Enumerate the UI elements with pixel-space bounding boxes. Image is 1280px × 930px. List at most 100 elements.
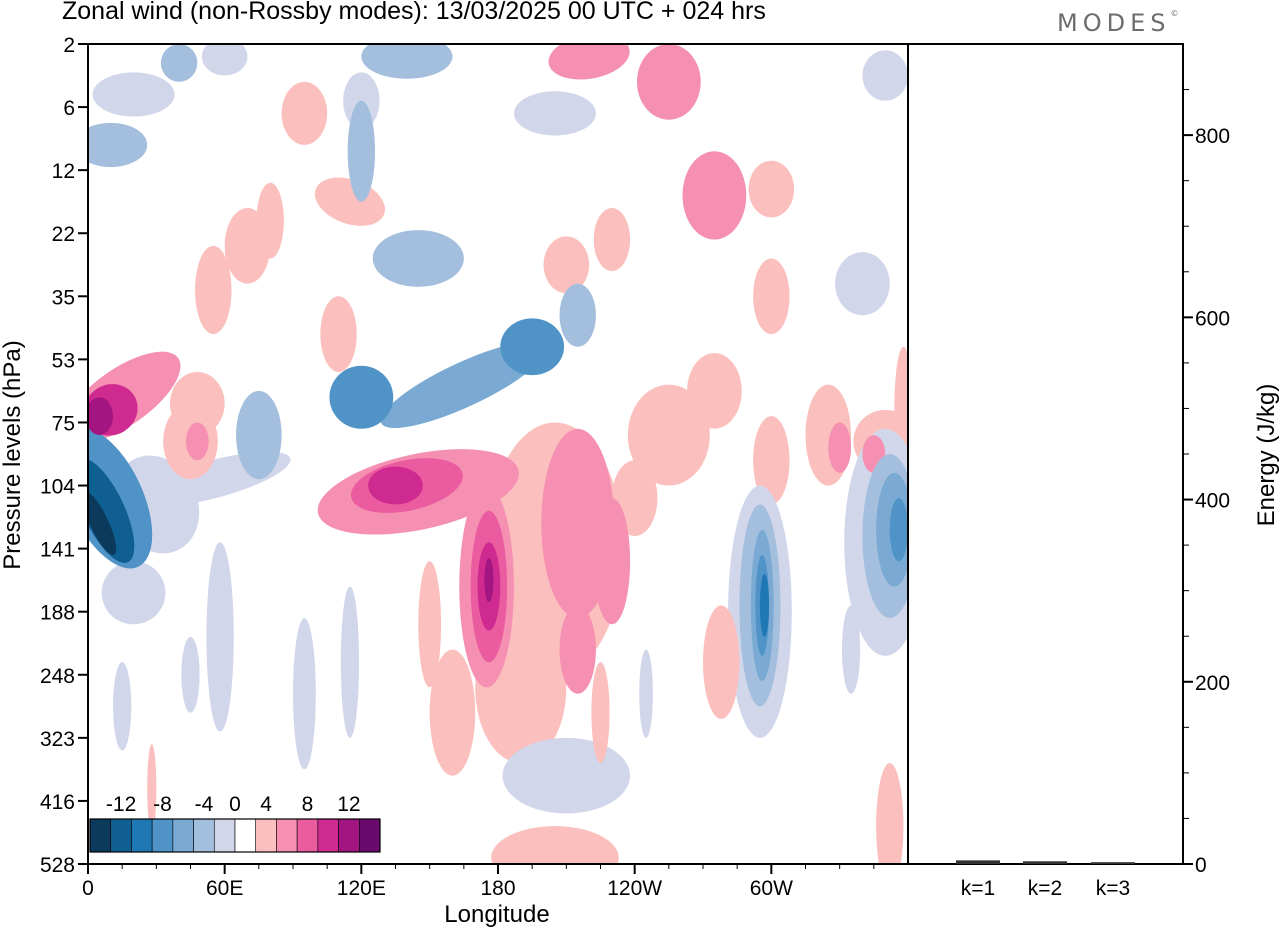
y-tick-label-11: 323 bbox=[40, 728, 75, 751]
energy-bar-label-0: k=1 bbox=[961, 877, 995, 900]
field-contour-63 bbox=[828, 422, 852, 473]
field-contour-40 bbox=[491, 826, 619, 864]
y-axis: 2 6 12 22 35 53 75 104 141 188 248 323 416 528 bbox=[40, 34, 88, 877]
colorbar-label-6: 12 bbox=[337, 793, 360, 816]
x-tick-label-1: 60E bbox=[206, 877, 243, 900]
field-contour-4 bbox=[281, 81, 328, 145]
field-contour-82 bbox=[484, 558, 494, 603]
x-tick-label-2: 120E bbox=[337, 877, 386, 900]
y-tick-label-0: 2 bbox=[63, 34, 75, 57]
y-tick-label-7: 104 bbox=[40, 476, 75, 499]
field-contour-11 bbox=[835, 252, 890, 316]
field-contour-80 bbox=[889, 498, 908, 562]
y-tick-label-10: 248 bbox=[40, 665, 75, 688]
energy-tick-label-2: 400 bbox=[1195, 490, 1230, 513]
field-contour-38 bbox=[418, 561, 442, 688]
colorbar-swatch-9 bbox=[276, 818, 298, 853]
energy-bar-k=2 bbox=[1023, 861, 1067, 864]
field-contour-51 bbox=[347, 100, 376, 202]
field-contour-13 bbox=[320, 296, 357, 372]
colorbar-swatch-10 bbox=[296, 818, 319, 853]
colorbar-swatch-1 bbox=[110, 818, 132, 853]
colorbar-swatch-8 bbox=[255, 818, 277, 853]
colorbar-frame bbox=[89, 818, 381, 853]
field-contour-42 bbox=[841, 605, 861, 694]
field-contour-50 bbox=[636, 44, 701, 120]
field-contour-73 bbox=[500, 318, 565, 376]
energy-axis: 0 200 400 600 800 bbox=[1183, 89, 1230, 877]
field-contour-43 bbox=[876, 763, 904, 864]
field-contour-14 bbox=[593, 208, 631, 272]
field-contour-0 bbox=[92, 72, 175, 117]
modes-logo: MODES© bbox=[1057, 9, 1178, 37]
y-tick-label-13: 528 bbox=[40, 854, 75, 877]
colorbar-swatch-7 bbox=[234, 818, 257, 853]
colorbar-swatch-4 bbox=[172, 818, 194, 853]
heatmap-field bbox=[88, 44, 908, 864]
field-contour-48 bbox=[361, 44, 453, 79]
energy-tick-label-3: 600 bbox=[1195, 307, 1230, 330]
energy-tick-label-0: 0 bbox=[1195, 854, 1207, 877]
field-contour-22 bbox=[429, 649, 476, 776]
logo-mark: © bbox=[1170, 9, 1179, 18]
field-contour-10 bbox=[543, 236, 590, 294]
y-tick-label-12: 416 bbox=[40, 791, 75, 814]
field-contour-77 bbox=[368, 466, 423, 505]
field-contour-6 bbox=[748, 160, 795, 218]
field-contour-39 bbox=[502, 737, 631, 814]
field-contour-1 bbox=[201, 44, 248, 76]
colorbar-swatch-5 bbox=[193, 818, 215, 853]
colorbar-label-4: 4 bbox=[260, 793, 272, 816]
y-tick-label-9: 188 bbox=[40, 602, 75, 625]
colorbar-swatch-13 bbox=[358, 818, 381, 853]
field-contour-33 bbox=[206, 542, 234, 732]
field-contour-37 bbox=[113, 662, 132, 751]
field-contour-26 bbox=[753, 416, 790, 505]
y-tick-label-8: 141 bbox=[40, 539, 75, 562]
energy-bars: k=1 k=2 k=3 bbox=[956, 860, 1135, 900]
field-contour-47 bbox=[160, 44, 198, 82]
y-tick-label-6: 75 bbox=[52, 412, 75, 435]
field-contour-34 bbox=[181, 636, 200, 713]
field-contour-56 bbox=[559, 283, 596, 347]
field-contour-12 bbox=[753, 258, 790, 335]
field-contour-8 bbox=[195, 245, 232, 335]
colorbar-swatch-11 bbox=[317, 818, 339, 853]
field-contour-61 bbox=[593, 498, 631, 625]
x-tick-label-5: 60W bbox=[750, 877, 793, 900]
colorbar-swatch-6 bbox=[213, 818, 236, 853]
field-contour-41 bbox=[147, 744, 157, 833]
colorbar-swatch-2 bbox=[131, 818, 153, 853]
x-tick-label-4: 120W bbox=[607, 877, 662, 900]
field-contour-65 bbox=[185, 422, 209, 461]
chart-title: Zonal wind (non-Rossby modes): 13/03/202… bbox=[62, 0, 766, 25]
y-tick-label-2: 12 bbox=[52, 160, 75, 183]
colorbar-swatch-0 bbox=[89, 818, 112, 853]
energy-bar-k=3 bbox=[1091, 862, 1135, 864]
energy-bar-k=1 bbox=[956, 860, 1000, 864]
bar-panel-frame bbox=[907, 43, 1184, 865]
field-contour-52 bbox=[88, 122, 148, 167]
y-tick-label-5: 53 bbox=[52, 349, 75, 372]
field-contour-15 bbox=[256, 182, 284, 259]
y-axis-label: Pressure levels (hPa) bbox=[0, 340, 26, 569]
energy-tick-label-1: 200 bbox=[1195, 672, 1230, 695]
field-contour-49 bbox=[548, 44, 630, 80]
y-tick-label-3: 22 bbox=[52, 223, 75, 246]
y-tick-label-4: 35 bbox=[52, 286, 75, 309]
field-contour-74 bbox=[329, 365, 394, 429]
colorbar-label-2: -4 bbox=[195, 793, 214, 816]
field-contour-25 bbox=[687, 353, 742, 429]
colorbar-swatch-3 bbox=[151, 818, 174, 853]
field-contour-46 bbox=[639, 649, 653, 738]
colorbar-swatch-12 bbox=[338, 818, 360, 853]
field-contour-53 bbox=[682, 151, 747, 240]
x-tick-label-0: 0 bbox=[82, 877, 94, 900]
energy-axis-label: Energy (J/kg) bbox=[1253, 384, 1280, 527]
field-contour-23 bbox=[627, 384, 710, 486]
energy-tick-label-4: 800 bbox=[1195, 125, 1230, 148]
colorbar-label-5: 8 bbox=[302, 793, 314, 816]
field-contour-68 bbox=[380, 341, 547, 429]
colorbar-label-1: -8 bbox=[153, 793, 172, 816]
